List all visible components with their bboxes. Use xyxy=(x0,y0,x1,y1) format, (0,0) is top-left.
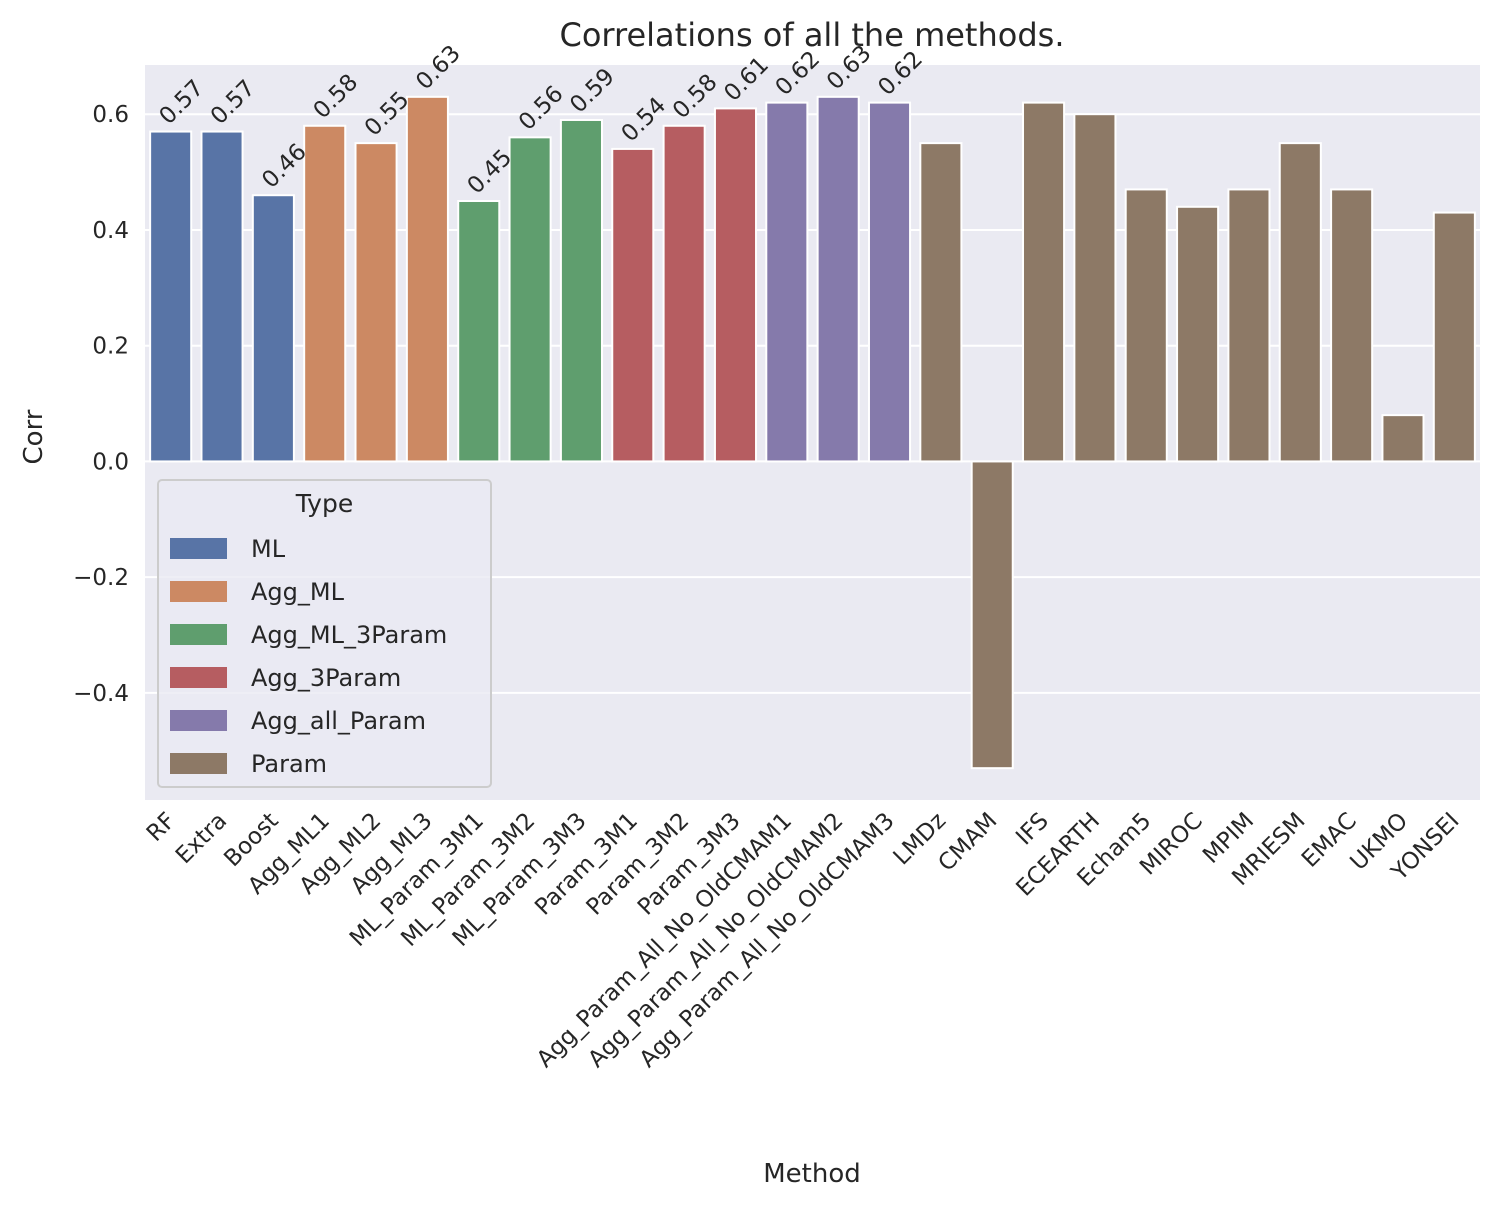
legend-swatch xyxy=(170,538,227,559)
y-tick-label: −0.2 xyxy=(73,565,129,591)
bar-agg-param-all-no-oldcmam1 xyxy=(765,101,809,463)
y-tick-labels: 0.6 0.4 0.2 0.0 −0.2 −0.4 xyxy=(73,102,129,707)
x-tick-label: RF xyxy=(142,808,181,847)
legend: Type ML Agg_ML Agg_ML_3Param Agg_3Param Agg_a… xyxy=(157,479,492,788)
legend-entry: Param xyxy=(251,750,327,778)
bar-agg-param-all-no-oldcmam2 xyxy=(816,95,860,463)
y-tick-label: 0.2 xyxy=(92,334,129,360)
bar-agg-ml1 xyxy=(303,124,347,463)
legend-swatch xyxy=(170,581,227,602)
bars xyxy=(149,95,1476,770)
legend-swatch xyxy=(170,753,227,774)
bar-rf xyxy=(149,130,193,463)
bar-param-3m1 xyxy=(611,147,655,463)
y-tick-label: −0.4 xyxy=(73,681,129,707)
y-tick-label: 0.6 xyxy=(92,102,129,128)
legend-swatch xyxy=(170,667,227,688)
bar-param-3m3 xyxy=(713,107,758,463)
bar-mriesm xyxy=(1278,142,1322,463)
bar-ecearth xyxy=(1073,113,1117,463)
bar-extra xyxy=(200,130,244,463)
bar-emac xyxy=(1330,188,1374,463)
x-tick-label: IFS xyxy=(1011,808,1054,851)
legend-entry: Agg_ML xyxy=(251,578,345,606)
legend-entry: Agg_ML_3Param xyxy=(251,621,447,649)
bar-ml-param-3m2 xyxy=(508,136,552,463)
y-tick-label: 0.4 xyxy=(92,218,129,244)
y-tick-label: 0.0 xyxy=(92,449,129,475)
bar-ml-param-3m3 xyxy=(559,118,603,463)
legend-swatch xyxy=(170,710,227,731)
legend-entry: Agg_all_Param xyxy=(251,707,426,735)
bar-ifs xyxy=(1022,101,1066,463)
legend-entry: ML xyxy=(251,535,286,563)
x-tick-labels: RFExtraBoostAgg_ML1Agg_ML2Agg_ML3ML_Para… xyxy=(142,808,1465,1073)
bar-agg-ml2 xyxy=(354,142,398,463)
bar-mpim xyxy=(1227,188,1271,463)
bar-agg-ml3 xyxy=(405,95,449,463)
bar-cmam xyxy=(970,460,1014,770)
bar-miroc xyxy=(1176,205,1220,463)
x-tick-label: CMAM xyxy=(934,808,1003,877)
bar-param-3m2 xyxy=(662,124,706,463)
legend-title: Type xyxy=(295,489,353,518)
bar-ukmo xyxy=(1381,414,1425,463)
bar-yonsei xyxy=(1432,211,1476,463)
bar-boost xyxy=(251,194,295,463)
bar-echam5 xyxy=(1124,188,1168,463)
bar-ml-param-3m1 xyxy=(457,200,501,463)
chart-title: Correlations of all the methods. xyxy=(560,16,1065,54)
y-axis-label: Corr xyxy=(19,409,49,464)
legend-swatch xyxy=(170,624,227,645)
bar-lmdz xyxy=(919,142,963,463)
x-axis-label: Method xyxy=(763,1159,861,1189)
legend-frame xyxy=(157,479,492,788)
x-tick-label: Extra xyxy=(171,808,232,869)
legend-entry: Agg_3Param xyxy=(251,664,401,692)
bar-agg-param-all-no-oldcmam3 xyxy=(867,101,912,463)
